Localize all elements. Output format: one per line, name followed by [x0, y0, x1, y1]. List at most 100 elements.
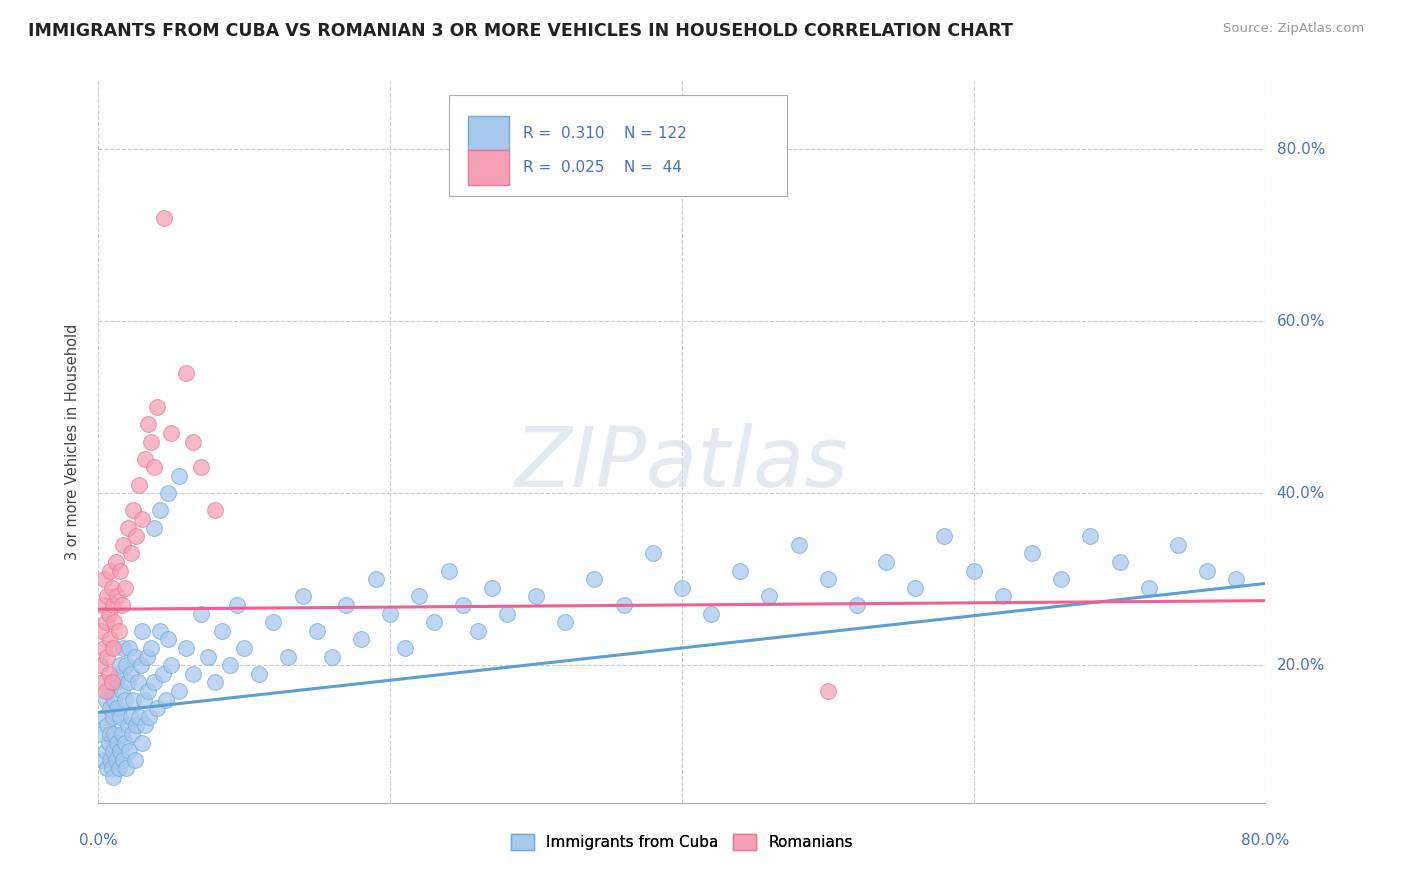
Text: 40.0%: 40.0%	[1277, 485, 1324, 500]
Point	[1225, 572, 1247, 586]
Point	[98, 632, 121, 647]
Point	[134, 451, 156, 466]
Point	[730, 564, 752, 578]
Point	[112, 538, 135, 552]
Point	[904, 581, 927, 595]
Point	[291, 590, 314, 604]
Point	[149, 503, 172, 517]
Point	[142, 675, 165, 690]
Point	[121, 727, 143, 741]
FancyBboxPatch shape	[449, 95, 787, 196]
Point	[135, 649, 157, 664]
Text: IMMIGRANTS FROM CUBA VS ROMANIAN 3 OR MORE VEHICLES IN HOUSEHOLD CORRELATION CHA: IMMIGRANTS FROM CUBA VS ROMANIAN 3 OR MO…	[28, 22, 1012, 40]
Point	[90, 624, 112, 638]
Point	[146, 701, 169, 715]
Point	[787, 538, 810, 552]
Point	[174, 640, 197, 655]
Point	[277, 649, 299, 664]
Point	[100, 675, 122, 690]
Point	[1108, 555, 1130, 569]
Point	[136, 417, 159, 432]
Point	[93, 710, 115, 724]
Text: 80.0%: 80.0%	[1241, 833, 1289, 848]
Point	[91, 598, 114, 612]
Point	[321, 649, 343, 664]
Point	[190, 607, 212, 621]
Point	[93, 640, 115, 655]
Point	[204, 675, 226, 690]
Point	[131, 735, 153, 749]
Point	[111, 598, 134, 612]
Point	[100, 675, 122, 690]
Point	[108, 761, 131, 775]
Point	[134, 718, 156, 732]
Text: R =  0.310    N = 122: R = 0.310 N = 122	[523, 126, 688, 141]
Point	[117, 718, 139, 732]
Point	[97, 735, 120, 749]
Point	[394, 640, 416, 655]
Point	[103, 727, 125, 741]
Point	[524, 590, 547, 604]
Point	[122, 692, 145, 706]
Point	[94, 684, 117, 698]
Point	[991, 590, 1014, 604]
Text: 80.0%: 80.0%	[1277, 142, 1324, 157]
Point	[1021, 546, 1043, 560]
Point	[120, 546, 142, 560]
Point	[94, 692, 117, 706]
Point	[101, 640, 124, 655]
Point	[160, 658, 183, 673]
Point	[105, 590, 128, 604]
Point	[110, 744, 132, 758]
Point	[96, 590, 118, 604]
Point	[94, 744, 117, 758]
Point	[112, 753, 135, 767]
Text: 0.0%: 0.0%	[79, 833, 118, 848]
Point	[218, 658, 240, 673]
Point	[127, 675, 149, 690]
Point	[583, 572, 606, 586]
Point	[115, 658, 138, 673]
FancyBboxPatch shape	[468, 116, 509, 151]
Point	[101, 744, 124, 758]
Point	[190, 460, 212, 475]
Point	[97, 666, 120, 681]
Point	[98, 753, 121, 767]
Point	[481, 581, 503, 595]
Y-axis label: 3 or more Vehicles in Household: 3 or more Vehicles in Household	[65, 324, 80, 559]
Point	[226, 598, 249, 612]
Point	[124, 753, 146, 767]
Point	[91, 675, 114, 690]
Point	[181, 434, 204, 449]
Point	[364, 572, 387, 586]
Point	[262, 615, 284, 630]
Point	[408, 590, 430, 604]
Point	[181, 666, 204, 681]
Point	[875, 555, 897, 569]
Point	[1167, 538, 1189, 552]
Point	[1195, 564, 1218, 578]
Point	[350, 632, 373, 647]
Point	[101, 598, 124, 612]
Point	[114, 581, 136, 595]
Point	[100, 761, 122, 775]
Point	[105, 735, 128, 749]
Point	[131, 624, 153, 638]
Point	[1137, 581, 1160, 595]
Point	[554, 615, 576, 630]
Point	[91, 753, 114, 767]
Point	[139, 640, 162, 655]
Point	[496, 607, 519, 621]
Point	[112, 640, 135, 655]
Point	[118, 640, 141, 655]
Point	[96, 649, 118, 664]
Point	[128, 477, 150, 491]
Point	[142, 460, 165, 475]
Point	[110, 710, 132, 724]
Point	[96, 718, 118, 732]
Point	[671, 581, 693, 595]
Legend: Immigrants from Cuba, Romanians: Immigrants from Cuba, Romanians	[505, 829, 859, 856]
Point	[114, 735, 136, 749]
Point	[110, 658, 132, 673]
Point	[700, 607, 723, 621]
